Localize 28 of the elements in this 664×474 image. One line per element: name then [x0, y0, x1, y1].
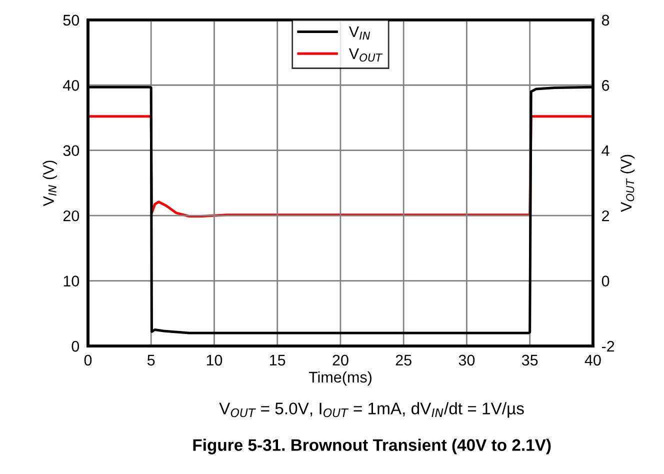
y2-tick-label: 0	[602, 276, 610, 286]
y2-tick-label: 6	[602, 80, 610, 91]
legend-label: V$_{IN}$	[348, 26, 370, 40]
y-axis-title: V$_{IN}$ (V)	[42, 160, 57, 206]
x-tick-label: 40	[584, 354, 601, 366]
text: Figure 5-31. Brownout Transient (40V to 2.1V)	[193, 438, 551, 454]
x-tick-label: 25	[396, 354, 412, 366]
y2-tick-label: -2	[602, 340, 614, 352]
x-tick-label: 0	[84, 354, 92, 366]
y-tick-label: 30	[63, 145, 80, 156]
y2-tick-label: 8	[602, 14, 610, 26]
x-tick-label: 35	[522, 354, 538, 366]
legend-label: V$_{OUT}$	[348, 48, 383, 62]
y-tick-label: 20	[63, 210, 80, 222]
x-tick-label: 20	[332, 354, 348, 366]
x-axis-title: Time(ms)	[308, 371, 372, 386]
y2-tick-label: 4	[602, 145, 610, 156]
y2-tick-label: 2	[602, 210, 610, 222]
x-tick-label: 10	[206, 354, 222, 366]
y-tick-label: 40	[63, 80, 80, 91]
text: V$_{OUT}$ = 5.0V, I$_{OUT}$ = 1mA, dV$_{IN}$/dt = 1V/µs	[219, 402, 524, 418]
x-tick-label: 5	[147, 354, 155, 366]
y-tick-label: 10	[64, 276, 80, 286]
y-tick-label: 0	[72, 340, 80, 352]
x-tick-label: 15	[270, 354, 286, 366]
x-tick-label: 30	[458, 354, 475, 366]
y2-axis-title: V$_{OUT}$ (V)	[620, 154, 635, 212]
y-tick-label: 50	[63, 14, 80, 26]
